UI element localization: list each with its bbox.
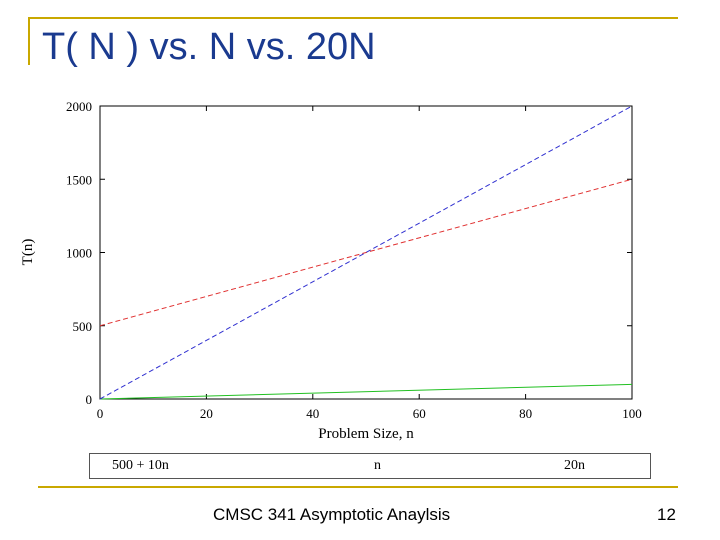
- page-number: 12: [657, 505, 676, 524]
- legend-entry-series-2: n: [374, 458, 381, 473]
- y-tick-label: 1500: [66, 172, 92, 187]
- y-tick-label: 1000: [66, 246, 92, 261]
- series-line-1: [99, 178, 633, 327]
- y-tick-label: 0: [86, 392, 93, 407]
- legend-entry-series-1: 500 + 10n: [112, 458, 169, 473]
- footer-rule: [38, 486, 678, 488]
- x-tick-label: 80: [519, 406, 532, 421]
- chart-legend: 500 + 10n n 20n: [89, 453, 651, 479]
- y-axis-title: T(n): [20, 239, 36, 266]
- x-tick-label: 40: [306, 406, 319, 421]
- y-tick-label: 2000: [66, 99, 92, 114]
- series-line-3: [99, 105, 633, 400]
- title-top-rule: [28, 17, 678, 19]
- x-tick-label: 20: [200, 406, 213, 421]
- page-title: T( N ) vs. N vs. 20N: [42, 26, 376, 68]
- legend-entry-series-3: 20n: [564, 458, 585, 473]
- x-tick-label: 60: [413, 406, 426, 421]
- x-tick-label: 100: [622, 406, 642, 421]
- footer-text: CMSC 341 Asymptotic Anaylsis: [213, 505, 451, 524]
- y-tick-label: 500: [73, 319, 93, 334]
- title-left-rule: [28, 17, 30, 65]
- x-tick-label: 0: [97, 406, 104, 421]
- series-line-2: [99, 383, 633, 400]
- x-axis-title: Problem Size, n: [318, 426, 414, 442]
